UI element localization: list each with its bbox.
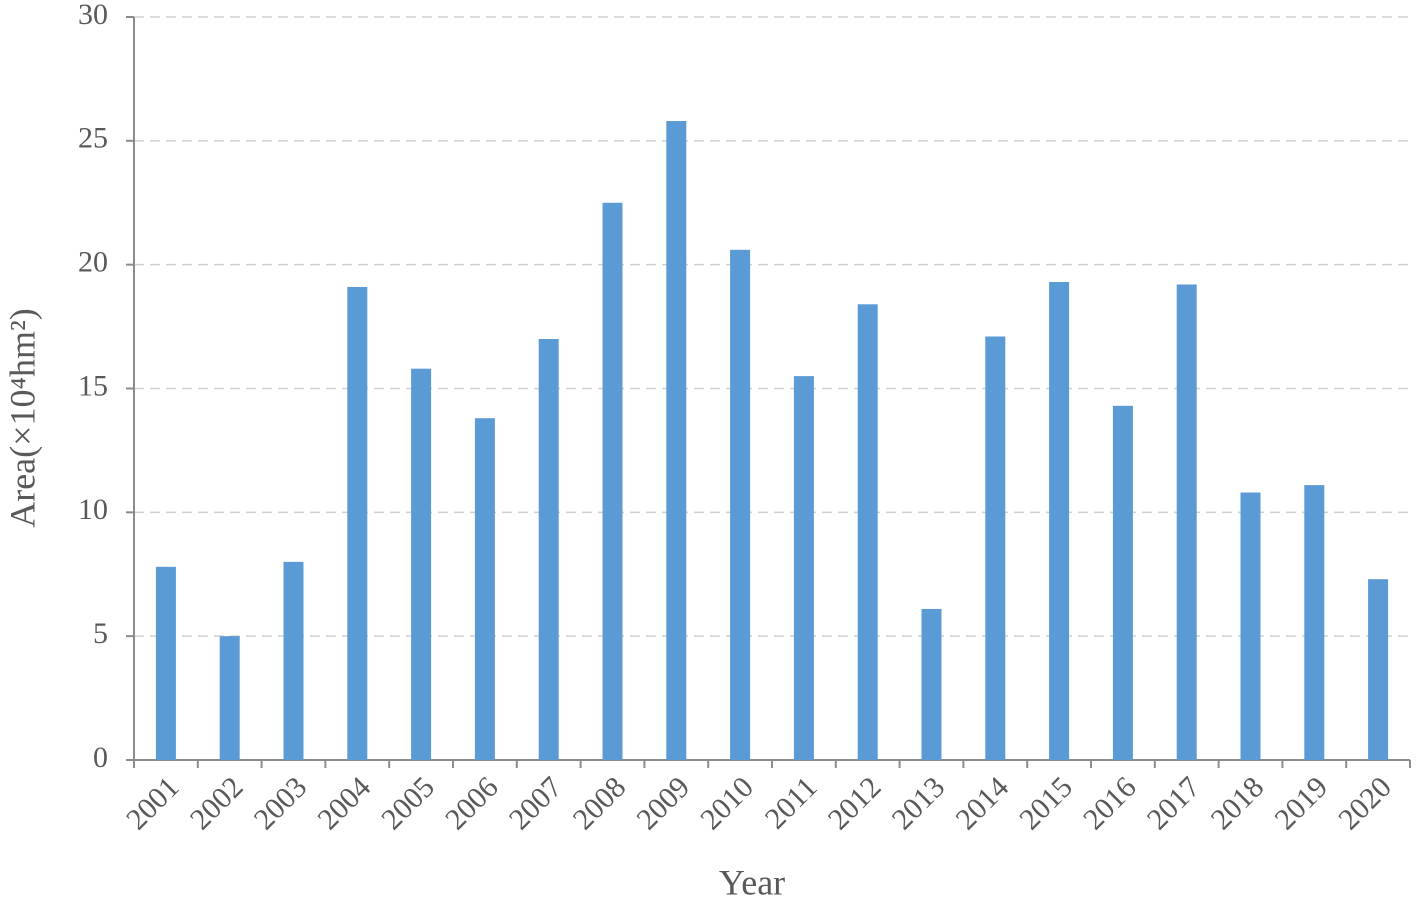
y-axis-title: Area(×10⁴hm²) (2, 308, 42, 528)
x-tick-label: 2006 (439, 770, 505, 836)
x-tick-label: 2015 (1013, 770, 1079, 836)
x-tick-label: 2019 (1268, 770, 1334, 836)
bar (793, 376, 814, 760)
bar (1112, 405, 1133, 760)
bar (602, 202, 623, 760)
y-tick-label: 10 (78, 493, 108, 526)
bar (921, 608, 942, 760)
x-tick-label: 2007 (503, 770, 569, 836)
x-tick-label: 2003 (248, 770, 314, 836)
x-tick-label: 2004 (311, 770, 377, 836)
y-tick-label: 0 (93, 741, 108, 774)
x-axis-title: Year (719, 862, 785, 902)
y-tick-label: 5 (93, 617, 108, 650)
x-tick-label: 2014 (949, 770, 1015, 836)
bar (411, 368, 432, 760)
bar (538, 338, 559, 760)
x-tick-label: 2001 (120, 770, 186, 836)
x-tick-label: 2009 (630, 770, 696, 836)
bar (1240, 492, 1261, 760)
x-tick-label: 2008 (567, 770, 633, 836)
bar (1049, 282, 1070, 760)
x-tick-label: 2005 (375, 770, 441, 836)
bar (1368, 579, 1389, 760)
x-tick-label: 2016 (1077, 770, 1143, 836)
x-tick-label: 2013 (886, 770, 952, 836)
bar (666, 121, 687, 760)
bar (155, 566, 176, 760)
bar (347, 286, 368, 760)
bar (474, 418, 495, 760)
y-tick-label: 30 (78, 0, 108, 31)
bar (283, 561, 304, 760)
bar (219, 636, 240, 760)
y-tick-label: 15 (78, 369, 108, 402)
bar (1176, 284, 1197, 760)
x-tick-label: 2017 (1141, 770, 1207, 836)
x-tick-label: 2018 (1205, 770, 1271, 836)
x-tick-label: 2011 (759, 770, 824, 835)
x-tick-label: 2010 (694, 770, 760, 836)
bar (857, 304, 878, 760)
bar (1304, 485, 1325, 760)
x-tick-label: 2020 (1332, 770, 1398, 836)
y-tick-label: 20 (78, 246, 108, 279)
x-tick-label: 2002 (184, 770, 250, 836)
bar (985, 336, 1006, 760)
y-tick-label: 25 (78, 122, 108, 155)
x-tick-label: 2012 (822, 770, 888, 836)
bar (730, 249, 751, 760)
